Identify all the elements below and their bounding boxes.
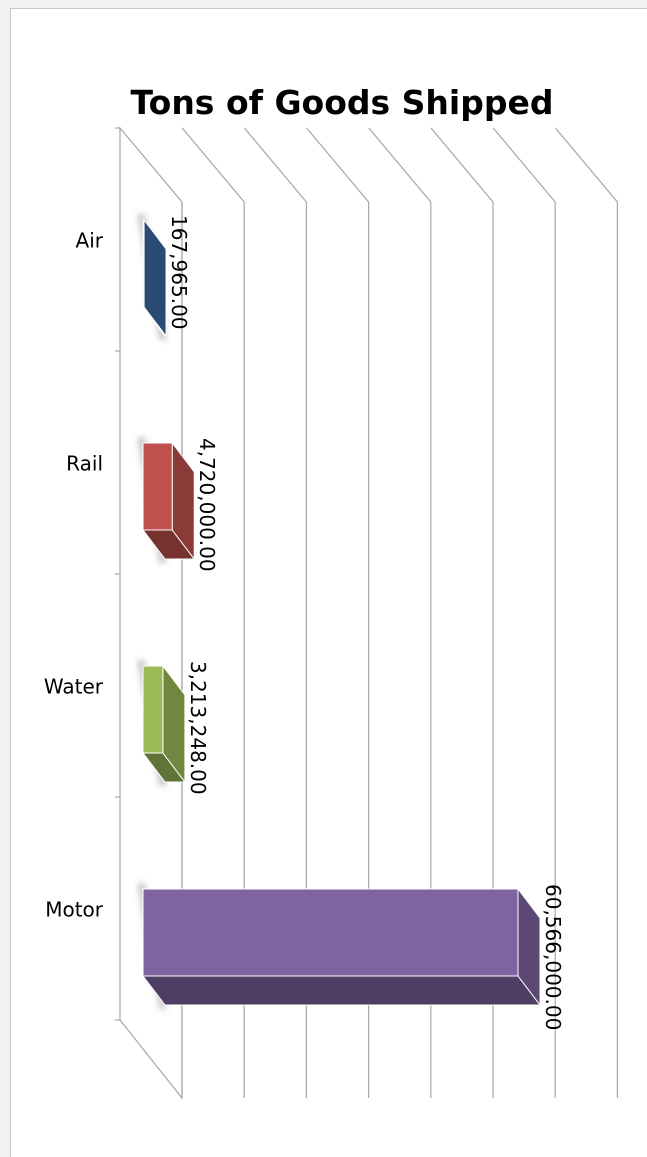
gridline-diagonal: [492, 127, 556, 203]
gridline-diagonal: [181, 127, 245, 203]
bar-front-face: [142, 442, 173, 531]
category-label: Air: [76, 229, 104, 253]
gridline-diagonal: [243, 127, 307, 203]
data-label: 3,213,248.00: [186, 661, 210, 795]
data-labels: 167,965.00 4,720,000.00 3,213,248.00 60,566…: [167, 215, 565, 1030]
bar-front-face: [142, 665, 164, 754]
bar-front-face: [142, 888, 519, 977]
gridline-diagonal: [368, 127, 432, 203]
category-label: Water: [44, 675, 104, 699]
data-label: 4,720,000.00: [195, 438, 219, 572]
category-label: Motor: [45, 898, 104, 922]
bar-motor: [137, 883, 542, 1009]
data-label: 167,965.00: [167, 215, 191, 330]
chart-title: Tons of Goods Shipped: [131, 83, 554, 122]
category-labels: Air Rail Water Motor: [44, 229, 104, 922]
bar-water: [137, 660, 186, 786]
gridline-diagonal: [430, 127, 494, 203]
category-label: Rail: [66, 452, 103, 476]
bars: [137, 214, 542, 1009]
bar-bottom-face: [141, 975, 542, 1006]
bar-end-face: [143, 218, 167, 338]
bar-air: [137, 214, 168, 340]
gridline-diagonal: [306, 127, 370, 203]
data-label: 60,566,000.00: [541, 884, 565, 1030]
bar-front-face: [142, 219, 145, 308]
bar-rail: [137, 437, 196, 563]
gridline-diagonal: [554, 127, 618, 203]
